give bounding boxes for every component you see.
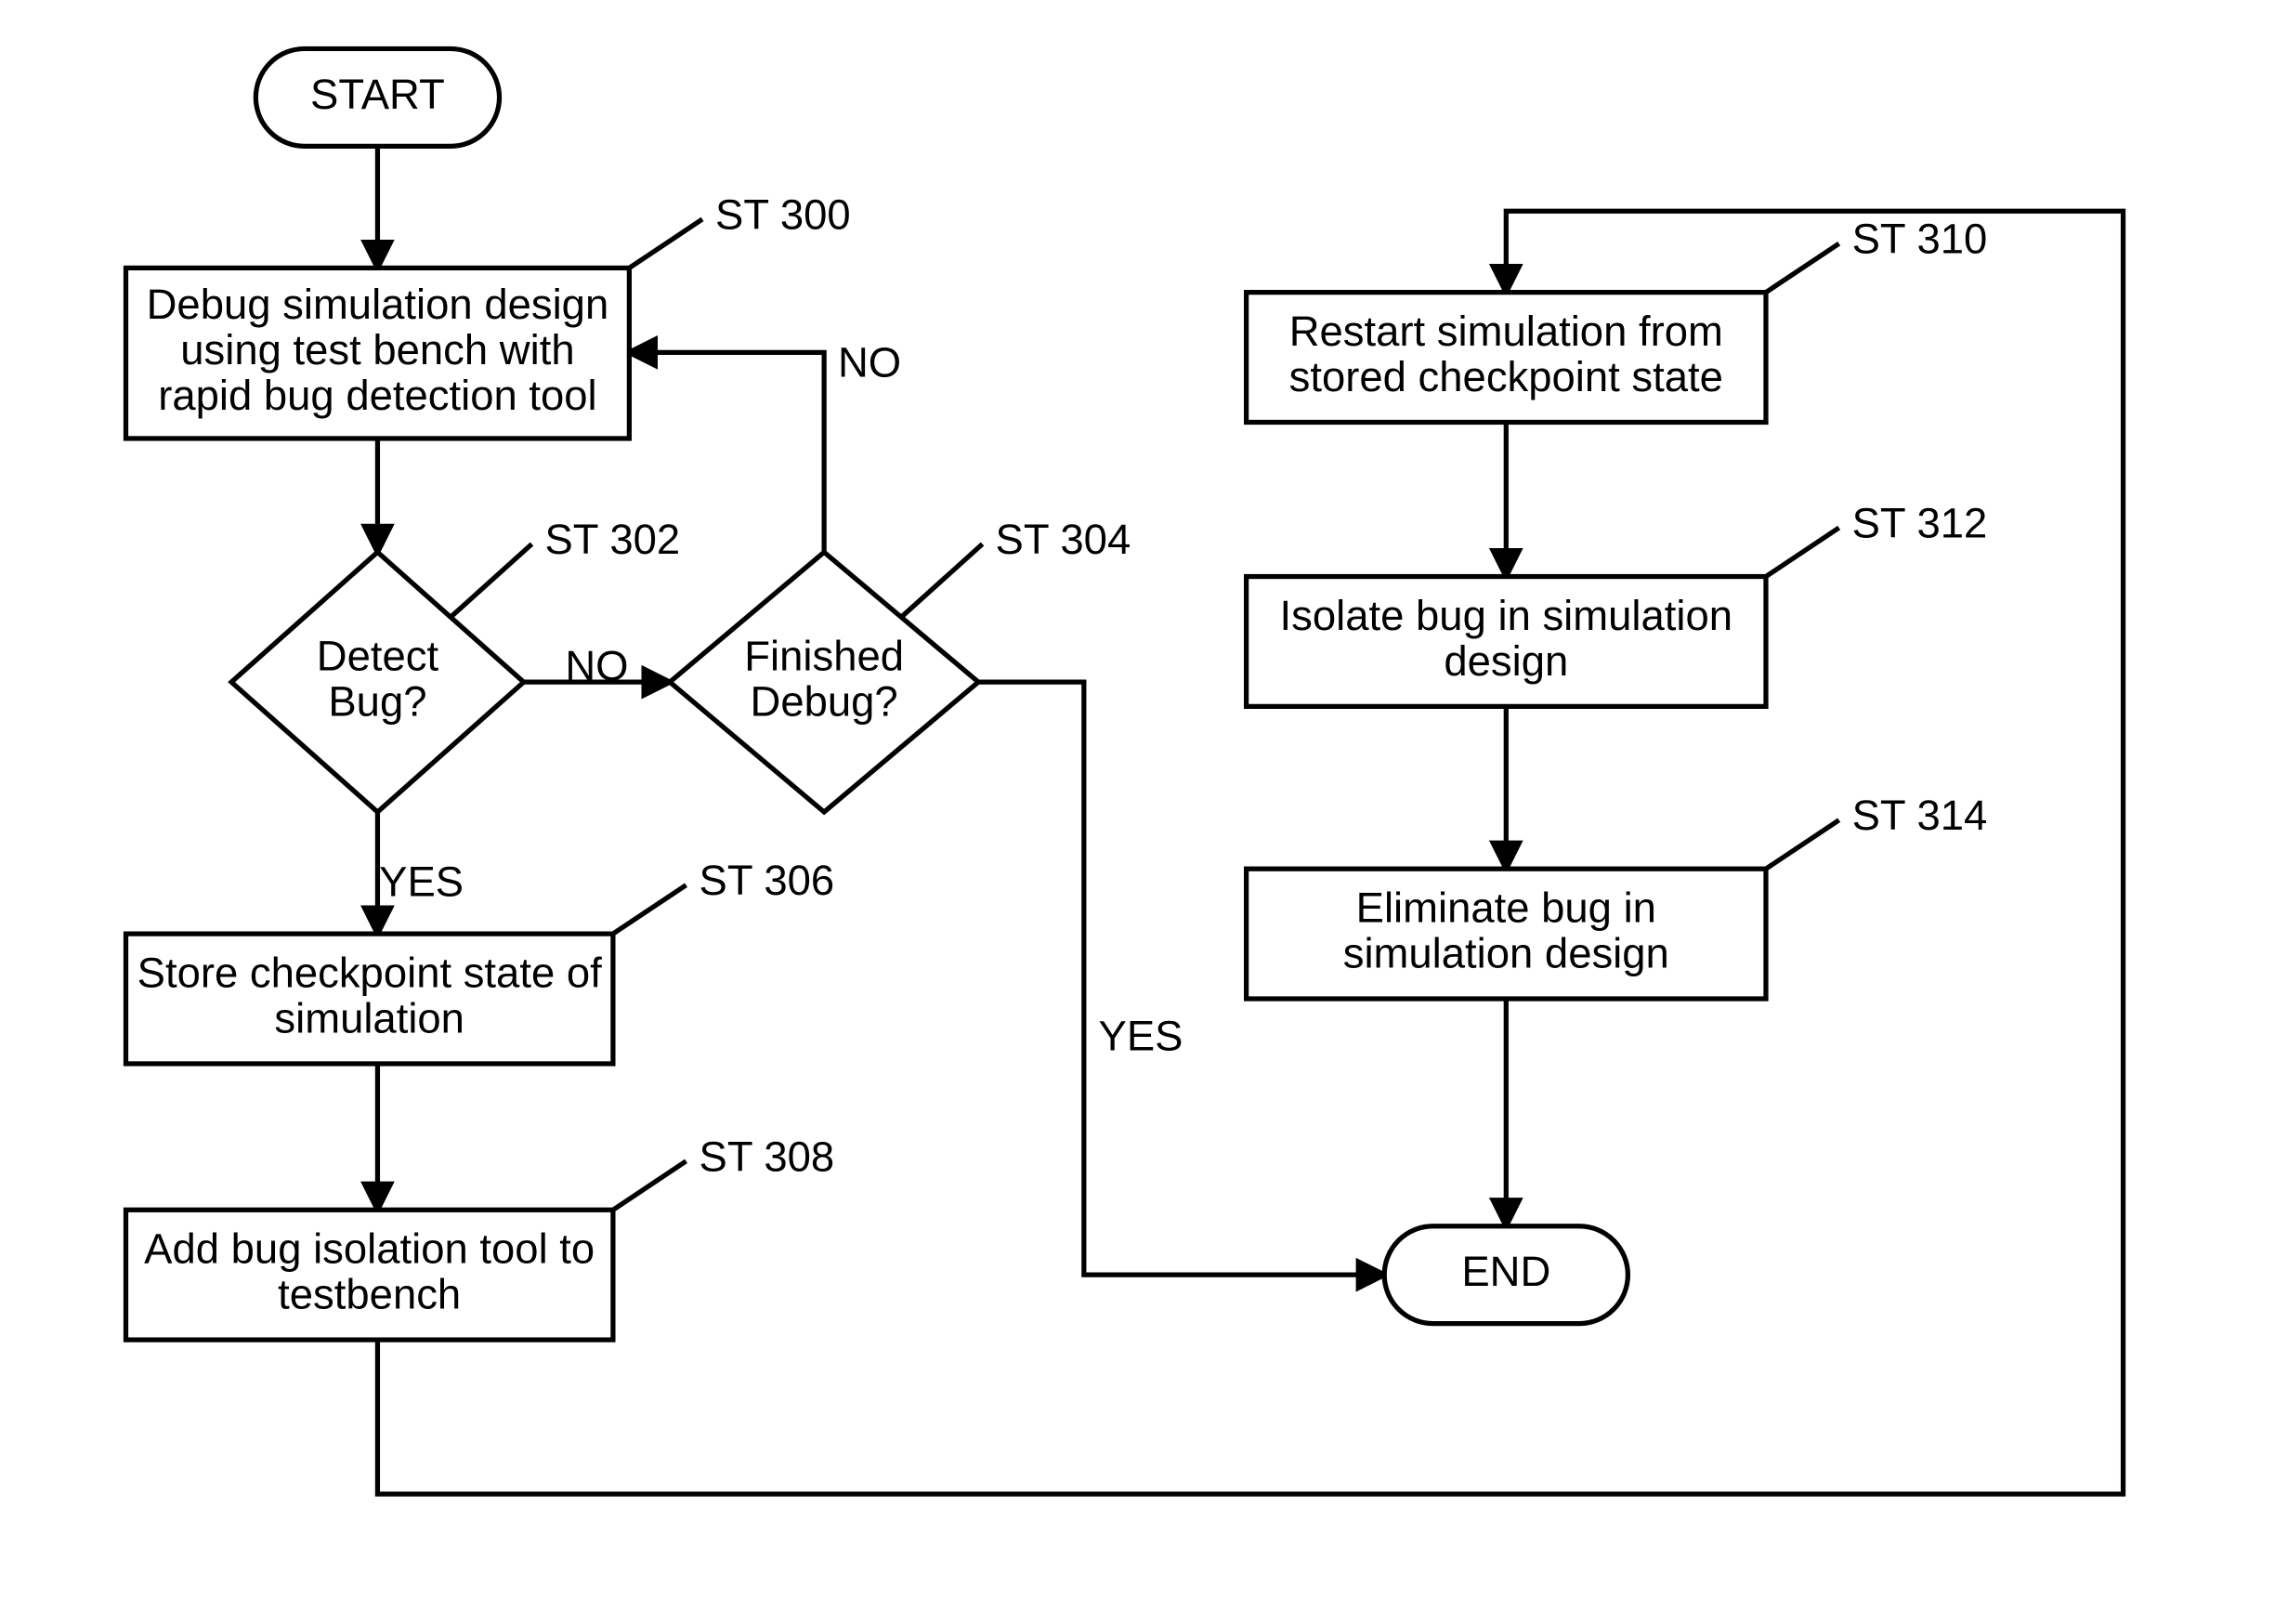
edge-label-4: NO [838, 338, 901, 386]
st302-label: DetectBug? [317, 633, 439, 726]
edge-label-5: YES [1099, 1013, 1183, 1060]
st312-callout-line [1766, 528, 1839, 576]
st310-label: Restart simulation fromstored checkpoint… [1289, 308, 1723, 400]
st308-callout-label: ST 308 [699, 1133, 835, 1180]
edge-label-2: NO [565, 642, 628, 689]
st314-callout-label: ST 314 [1852, 792, 1988, 839]
st300-callout-line [629, 219, 702, 268]
flowchart-canvas: START Debug simulation designusing test b… [0, 0, 2275, 1624]
st310-callout-line [1766, 243, 1839, 292]
st300-label: Debug simulation designusing test bench … [147, 281, 609, 419]
st314-callout-line [1766, 820, 1839, 869]
st302-callout-label: ST 302 [544, 516, 680, 563]
st308-callout-line [613, 1161, 686, 1210]
st306-callout-label: ST 306 [699, 857, 835, 904]
edge-label-3: YES [379, 858, 464, 906]
end-label: END [1461, 1248, 1550, 1295]
st304-label: FinishedDebug? [744, 633, 904, 726]
st304-callout-line [901, 544, 982, 618]
st302-callout-line [451, 544, 531, 618]
st312-callout-label: ST 312 [1852, 500, 1988, 547]
st304-callout-label: ST 304 [996, 516, 1131, 563]
st314-label: Eliminate bug insimulation design [1343, 884, 1669, 977]
st310-callout-label: ST 310 [1852, 216, 1988, 263]
st306-callout-line [613, 885, 686, 934]
start-label: START [310, 71, 445, 118]
st300-callout-label: ST 300 [715, 190, 851, 238]
